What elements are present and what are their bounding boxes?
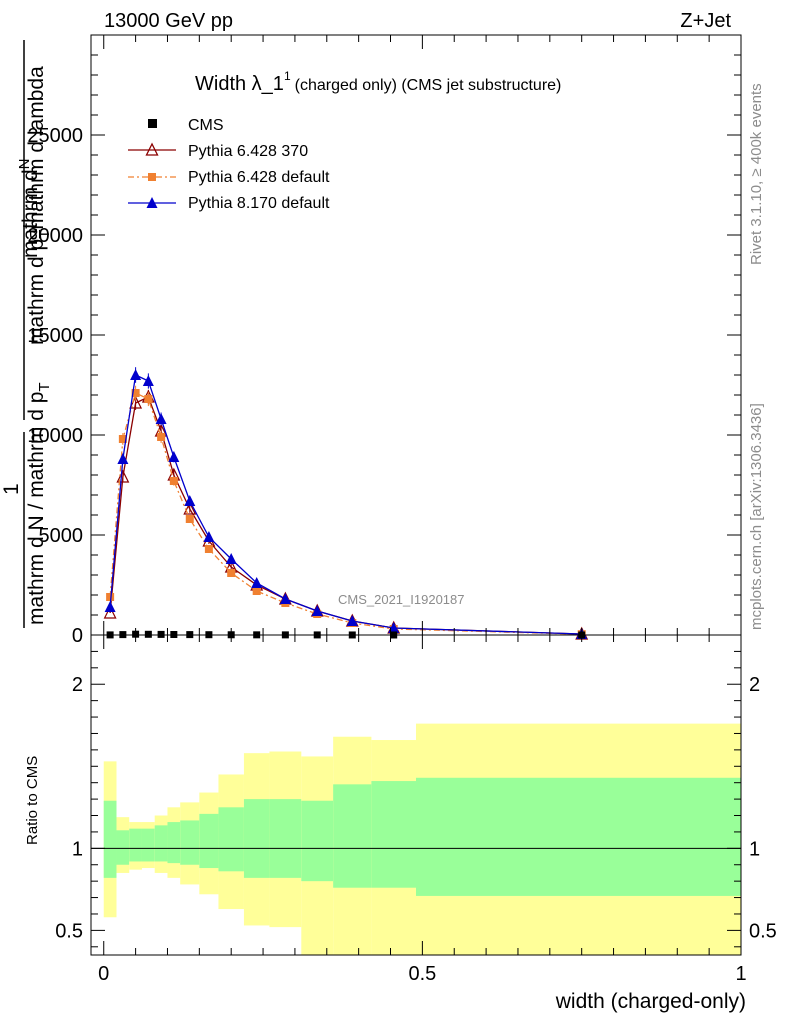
marker-py8-default [168, 451, 180, 462]
marker-py6-default [227, 569, 236, 577]
marker-py6-default [106, 593, 115, 601]
marker-cms [157, 630, 165, 638]
ratio-band-green [154, 825, 168, 862]
axis-ticks [91, 35, 742, 955]
ratio-band-green [141, 828, 155, 862]
ratio-y-tick-label-right: 0.5 [749, 920, 777, 942]
x-tick-label: 1 [735, 963, 746, 985]
marker-py6-default [157, 433, 166, 441]
marker-py6-default [204, 545, 213, 553]
legend-py6-370-marker [145, 142, 159, 156]
title-suffix: (charged only) (CMS jet substructure) [295, 77, 562, 94]
marker-py8-default [311, 605, 323, 616]
ratio-band-green [167, 822, 181, 864]
rivet-version-label: Rivet 3.1.10, ≥ 400k events [748, 83, 765, 265]
ratio-band-green [269, 799, 302, 878]
legend-cms-label: CMS [188, 117, 224, 134]
ratio-plot-frame [90, 634, 742, 956]
ratio-y-tick-label-left: 1 [72, 838, 83, 860]
title-superscript: 1 [284, 69, 291, 83]
legend: CMS Pythia 6.428 370 Pythia 6.428 defaul… [128, 117, 330, 212]
marker-py6-default [131, 389, 140, 397]
legend-py6-default-marker [148, 173, 156, 181]
y-tick-label: 5000 [39, 525, 84, 547]
legend-py8-default-marker [146, 197, 158, 208]
marker-py6-370 [116, 469, 130, 483]
ratio-uncertainty-bands [91, 723, 741, 955]
marker-py8-default [142, 375, 154, 386]
marker-py8-default [279, 593, 291, 604]
ylabel-denominator-2: mathrm d N / mathrm d pT [25, 382, 53, 625]
ratio-y-tick-label-left: 0.5 [55, 920, 83, 942]
legend-py8-default-label: Pythia 8.170 default [188, 195, 330, 212]
marker-py8-default [104, 601, 116, 612]
y-tick-label: 20000 [27, 225, 83, 247]
marker-py6-default [144, 395, 153, 403]
legend-cms-marker [148, 119, 157, 128]
marker-py8-default [130, 369, 142, 380]
legend-py6-default-label: Pythia 6.428 default [188, 169, 330, 186]
ratio-band-green [199, 813, 219, 869]
marker-py6-default [169, 477, 178, 485]
marker-py8-default [346, 615, 358, 626]
marker-py6-370 [103, 605, 117, 619]
marker-py8-default [155, 413, 167, 424]
x-axis-label: width (charged-only) [555, 990, 746, 1013]
ratio-axis-label: Ratio to CMS [24, 756, 41, 845]
marker-py8-default [203, 531, 215, 542]
x-tick-label: 0.5 [408, 963, 436, 985]
ratio-band-green [333, 784, 372, 888]
mcplots-label: mcplots.cern.ch [arXiv:1306.3436] [748, 403, 765, 630]
y-axis-label: mathrm dN mathrm d pTmathrm d lambda 1 m… [0, 40, 53, 628]
ratio-y-tick-label-right: 1 [749, 838, 760, 860]
process-label: Z+Jet [680, 10, 731, 32]
ratio-band-green [103, 800, 117, 878]
marker-py6-default [185, 515, 194, 523]
x-tick-label: 0 [98, 963, 109, 985]
y-tick-label: 15000 [27, 325, 83, 347]
marker-py6-default [252, 587, 261, 595]
y-tick-label: 10000 [27, 425, 83, 447]
ratio-band-green [129, 828, 142, 862]
plot-title: Width λ_11 (charged only) (CMS jet substr… [195, 69, 561, 95]
marker-py6-370 [183, 501, 197, 515]
ratio-y-tick-label-left: 2 [72, 674, 83, 696]
ratio-band-green [416, 777, 741, 896]
marker-py8-default [184, 495, 196, 506]
energy-label: 13000 GeV pp [104, 10, 233, 32]
ratio-band-green [116, 830, 130, 865]
legend-py6-370-label: Pythia 6.428 370 [188, 143, 308, 160]
marker-py8-default [251, 577, 263, 588]
analysis-id-label: CMS_2021_I1920187 [338, 592, 465, 607]
marker-py8-default [225, 553, 237, 564]
ratio-band-green [371, 781, 416, 888]
title-main: Width λ_1 [195, 73, 284, 95]
y-tick-label: 0 [72, 625, 83, 647]
ratio-band-green [180, 820, 200, 865]
ylabel-denominator-1: mathrm d pTmathrm d lambda [25, 66, 53, 345]
ratio-band-green [243, 799, 270, 878]
ratio-band-green [218, 807, 244, 872]
marker-py6-default [118, 435, 127, 443]
y-tick-label: 25000 [27, 125, 83, 147]
ratio-y-tick-label-right: 2 [749, 674, 760, 696]
marker-py8-default [117, 453, 129, 464]
marker-cms [144, 630, 152, 638]
ratio-band-green [301, 800, 334, 882]
ylabel-numerator-2: 1 [0, 483, 23, 495]
